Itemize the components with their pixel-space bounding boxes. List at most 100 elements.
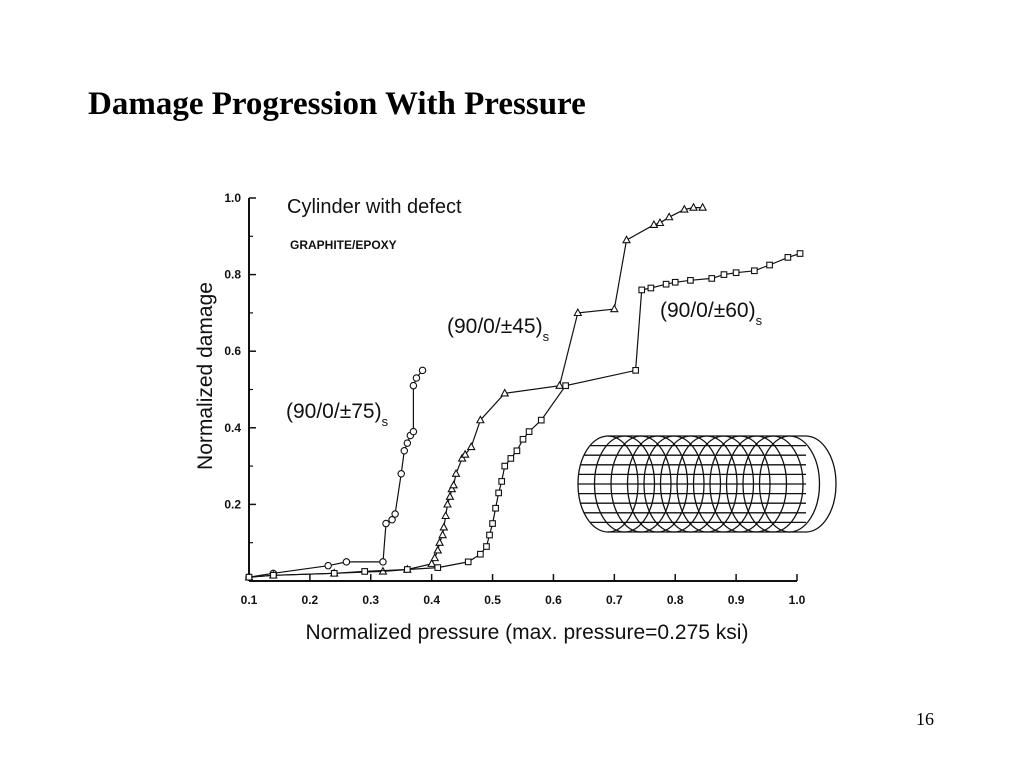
data-point: [438, 530, 448, 539]
data-point: [708, 275, 716, 282]
data-point: [324, 561, 332, 570]
data-point: [537, 416, 545, 424]
series-line: [248, 252, 801, 578]
data-point: [555, 380, 564, 389]
data-point: [435, 537, 445, 546]
x-tick-label: 0.4: [423, 593, 440, 607]
x-tick-label: 1.0: [789, 593, 806, 607]
chart-axes: 0.1 0.2 0.3 0.4 0.5 0.6 0.7 0.8 0.9 1.0 0.2 0.4 0.6 0…: [194, 191, 806, 644]
x-tick-label: 0.5: [484, 593, 501, 607]
data-point: [498, 478, 506, 485]
data-point: [732, 269, 740, 277]
series-square: [245, 250, 804, 581]
data-point: [495, 489, 502, 497]
series-label: (90/0/±60)s: [660, 299, 763, 328]
data-point: [501, 462, 509, 470]
data-point: [439, 522, 449, 531]
cylinder-illustration: [577, 435, 837, 533]
data-point: [457, 453, 467, 462]
x-tick-label: 0.6: [545, 593, 562, 607]
data-point: [622, 235, 631, 244]
data-point: [507, 455, 515, 462]
cylinder-hoop: [659, 435, 722, 533]
cylinder-hoop: [725, 435, 788, 533]
data-point: [477, 550, 484, 558]
data-point: [409, 381, 418, 390]
data-point: [447, 484, 457, 493]
data-point: [698, 202, 708, 211]
series-triangle: [244, 202, 708, 581]
data-point: [662, 280, 670, 288]
data-point: [412, 374, 421, 382]
data-point: [441, 510, 451, 520]
data-point: [562, 382, 569, 390]
data-point: [784, 254, 792, 261]
x-tick-label: 0.8: [667, 593, 684, 607]
data-point: [751, 267, 758, 275]
data-point: [492, 504, 499, 512]
data-point: [403, 566, 411, 573]
data-point: [519, 435, 527, 443]
data-point: [687, 276, 694, 284]
data-point: [796, 250, 804, 257]
data-point: [464, 558, 472, 566]
data-point: [400, 447, 409, 455]
cylinder-hoop: [692, 435, 755, 533]
data-point: [245, 573, 253, 581]
x-tick-label: 0.3: [362, 593, 379, 607]
cylinder-hoop: [610, 435, 672, 533]
data-point: [500, 388, 510, 397]
data-point: [451, 468, 461, 477]
x-axis-label: Normalized pressure (max. pressure=0.275…: [306, 621, 749, 644]
data-point: [609, 304, 619, 313]
data-point: [379, 558, 387, 566]
y-axis-label: Normalized damage: [194, 282, 217, 470]
data-point: [475, 415, 485, 424]
data-point: [430, 553, 440, 562]
data-point: [486, 531, 493, 539]
data-point: [403, 439, 412, 447]
y-tick-label: 1.0: [224, 191, 241, 205]
data-point: [638, 286, 646, 294]
data-point: [655, 217, 665, 227]
data-point: [397, 470, 405, 478]
data-point: [445, 491, 455, 500]
x-tick-label: 0.7: [606, 593, 623, 607]
data-point: [489, 520, 496, 527]
chart-series: [244, 202, 804, 581]
data-point: [270, 571, 277, 579]
data-point: [361, 568, 369, 575]
slide-title: Damage Progression With Pressure: [88, 86, 586, 122]
data-point: [671, 278, 679, 286]
x-tick-label: 0.1: [241, 593, 258, 607]
data-point: [664, 212, 674, 221]
data-point: [679, 204, 689, 213]
y-tick-label: 0.4: [224, 421, 241, 435]
data-point: [433, 545, 443, 554]
data-point: [689, 202, 698, 211]
series-label: (90/0/±45)s: [447, 315, 550, 344]
cylinder-hoop: [626, 435, 689, 533]
x-tick-label: 0.9: [728, 593, 745, 607]
chart-title: Cylinder with defect: [287, 196, 462, 218]
data-point: [573, 307, 583, 317]
y-tick-label: 0.6: [224, 344, 241, 358]
data-point: [513, 447, 521, 455]
data-point: [330, 569, 338, 577]
data-point: [720, 271, 728, 278]
cylinder-hoop: [742, 435, 804, 533]
data-point: [427, 558, 437, 567]
data-point: [632, 366, 639, 374]
cylinder-hoop: [805, 435, 837, 533]
data-point: [483, 543, 490, 550]
data-point: [409, 427, 418, 436]
y-tick-label: 0.8: [224, 268, 241, 282]
data-point: [434, 564, 442, 571]
data-point: [525, 428, 533, 435]
data-point: [766, 261, 773, 269]
data-point: [647, 284, 655, 292]
cylinder-hoop: [709, 435, 771, 533]
data-point: [388, 515, 396, 524]
y-tick-label: 0.2: [224, 497, 241, 511]
